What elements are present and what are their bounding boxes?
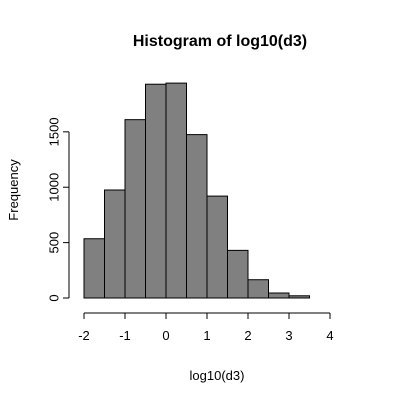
histogram-bar bbox=[145, 83, 167, 299]
y-tick-label: 0 bbox=[46, 294, 61, 301]
histogram-bar bbox=[288, 295, 310, 299]
x-tick-label: 1 bbox=[203, 328, 210, 343]
x-tick-label: 2 bbox=[244, 328, 251, 343]
y-axis-label: Frequency bbox=[6, 159, 21, 221]
y-tick-label: 500 bbox=[46, 232, 61, 254]
histogram-bar bbox=[165, 82, 187, 299]
y-axis: 0 500 1000 1500 bbox=[46, 117, 70, 302]
histogram-bar bbox=[186, 134, 208, 299]
x-axis: -2 -1 0 1 2 3 4 bbox=[78, 312, 334, 343]
histogram-bar bbox=[124, 119, 146, 299]
histogram-bar bbox=[104, 189, 126, 299]
histogram-bar bbox=[247, 279, 269, 299]
x-tick-label: -2 bbox=[78, 328, 90, 343]
x-tick-label: 3 bbox=[285, 328, 292, 343]
chart-title: Histogram of log10(d3) bbox=[133, 33, 307, 50]
x-tick-label: 0 bbox=[162, 328, 169, 343]
histogram-bar bbox=[227, 249, 249, 299]
y-tick-label: 1000 bbox=[46, 173, 61, 202]
x-tick-label: 4 bbox=[326, 328, 333, 343]
histogram-bar bbox=[83, 238, 105, 299]
histogram-bar bbox=[268, 292, 290, 299]
y-tick-label: 1500 bbox=[46, 117, 61, 146]
x-tick-label: -1 bbox=[119, 328, 131, 343]
histogram-bar bbox=[206, 195, 228, 299]
bars-group bbox=[83, 82, 310, 299]
x-axis-label: log10(d3) bbox=[190, 368, 245, 383]
